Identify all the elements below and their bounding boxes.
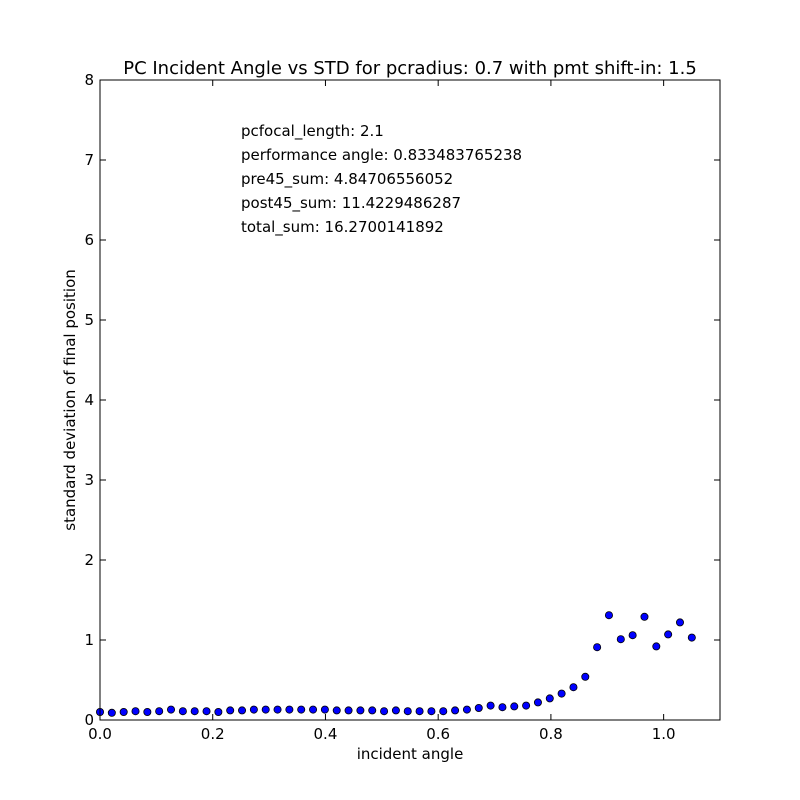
data-point [604,611,613,620]
data-point [557,689,566,698]
annotation-performance-angle: performance angle: 0.833483765238 [241,146,522,164]
data-point [297,705,306,714]
data-point [581,672,590,681]
data-point [640,612,649,621]
data-point [368,706,377,715]
data-point [439,707,448,716]
data-point [190,707,199,716]
data-point [285,705,294,714]
y-tick-label: 8 [84,71,94,89]
data-point [451,706,460,715]
axis-tick-labels: 0.0 0.2 0.4 0.6 0.8 1.0 0 1 2 3 4 5 6 7 8 [84,71,675,743]
data-point [522,701,531,710]
data-point [119,708,128,717]
data-point [427,707,436,716]
y-tick-label: 5 [84,311,94,329]
x-tick-label: 1.0 [652,725,676,743]
annotation-post45-sum: post45_sum: 11.4229486287 [241,194,461,213]
data-point [664,630,673,639]
data-point [273,705,282,714]
data-point [474,704,483,713]
data-point [510,702,519,711]
data-point [238,706,247,715]
y-tick-label: 6 [84,231,94,249]
annotation-total-sum: total_sum: 16.2700141892 [241,218,444,237]
y-tick-label: 0 [84,711,94,729]
data-point [178,707,187,716]
y-tick-label: 1 [84,631,94,649]
data-point [628,631,637,640]
y-axis-label: standard deviation of final position [61,269,79,531]
data-point [107,708,116,717]
y-tick-label: 3 [84,471,94,489]
data-point [486,701,495,710]
data-point [226,706,235,715]
data-point [391,706,400,715]
data-point [155,707,164,716]
data-point [320,705,329,714]
annotation-block: pcfocal_length: 2.1 performance angle: 0… [241,122,522,237]
data-point [498,703,507,712]
data-point [462,705,471,714]
data-point [344,706,353,715]
y-tick-label: 2 [84,551,94,569]
data-point [309,705,318,714]
x-axis-label: incident angle [357,745,464,763]
data-point [675,618,684,627]
data-point [403,707,412,716]
annotation-pre45-sum: pre45_sum: 4.84706556052 [241,170,453,189]
x-tick-label: 0.0 [88,725,112,743]
data-point [569,683,578,692]
plot-frame [99,79,721,721]
data-point [261,705,270,714]
data-point [131,707,140,716]
data-point [616,635,625,644]
chart-title: PC Incident Angle vs STD for pcradius: 0… [123,58,697,79]
x-tick-label: 0.2 [201,725,225,743]
data-point [380,707,389,716]
y-tick-label: 7 [84,151,94,169]
data-point [214,708,223,717]
data-point [687,633,696,642]
data-point [356,706,365,715]
data-point [202,707,211,716]
x-tick-label: 0.8 [539,725,563,743]
data-point [332,706,341,715]
data-points [96,611,696,717]
data-point [167,705,176,714]
data-point [249,705,258,714]
data-point [652,642,661,651]
data-point [415,707,424,716]
axis-ticks [99,79,720,721]
data-point [143,708,152,717]
x-tick-label: 0.6 [426,725,450,743]
annotation-focal-length: pcfocal_length: 2.1 [241,122,384,141]
y-tick-label: 4 [84,391,94,409]
data-point [545,694,554,703]
data-point [593,643,602,652]
x-tick-label: 0.4 [314,725,338,743]
data-point [533,698,542,707]
